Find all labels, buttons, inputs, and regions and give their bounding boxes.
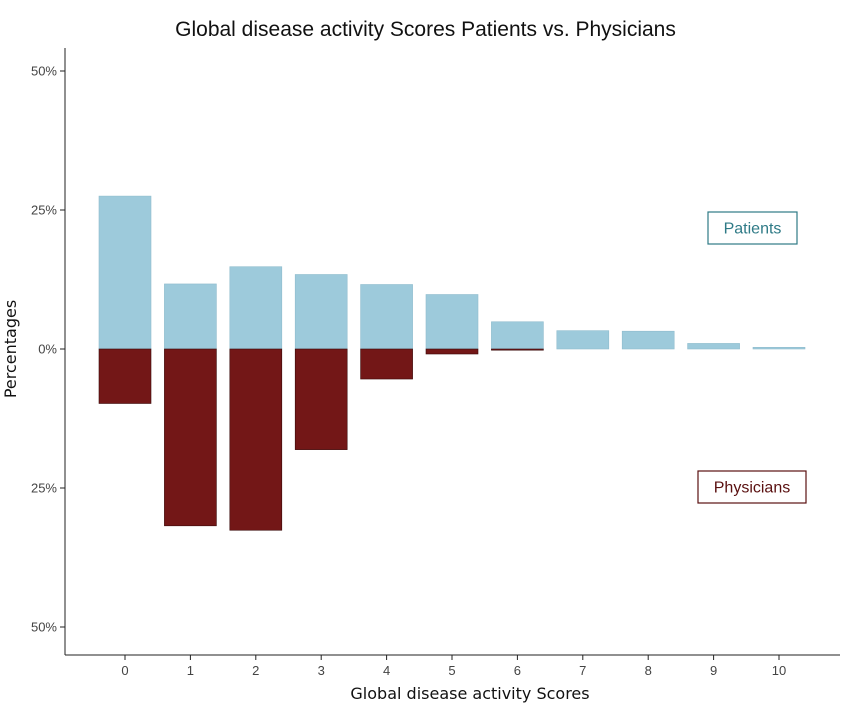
y-tick-label: 50% xyxy=(31,64,57,79)
x-axis-title: Global disease activity Scores xyxy=(350,684,589,703)
bar-patients-5 xyxy=(425,294,479,350)
bar-patients-8 xyxy=(621,330,675,350)
bar-patients-3 xyxy=(294,274,348,350)
bar-physicians-4 xyxy=(360,348,413,380)
legend-physicians-label: Physicians xyxy=(714,480,790,497)
legend-patients-box xyxy=(707,211,798,245)
bars-group xyxy=(98,195,806,531)
legend-physicians: Physicians xyxy=(697,470,807,504)
bar-patients-1 xyxy=(164,283,217,350)
x-tick-label: 5 xyxy=(448,663,455,678)
legend-patients: Patients xyxy=(707,211,798,245)
x-tick-label: 6 xyxy=(514,663,521,678)
y-tick-label: 0% xyxy=(38,342,57,357)
y-tick-label: 25% xyxy=(31,481,57,496)
x-tick-label: 0 xyxy=(121,663,128,678)
bar-physicians-3 xyxy=(294,348,348,450)
y-axis-title: Percentages xyxy=(1,300,20,398)
x-tick-label: 2 xyxy=(252,663,259,678)
bar-physicians-2 xyxy=(229,348,283,531)
y-ticks-group: 50% 25% 0% 25% 50% xyxy=(31,64,65,635)
bar-patients-7 xyxy=(556,330,610,350)
x-tick-label: 1 xyxy=(187,663,194,678)
legend-physicians-box xyxy=(697,470,807,504)
bar-patients-2 xyxy=(229,266,283,350)
bar-patients-0 xyxy=(98,195,152,350)
bar-patients-4 xyxy=(360,284,413,350)
x-tick-label: 4 xyxy=(383,663,390,678)
bar-physicians-1 xyxy=(164,348,217,527)
bar-physicians-0 xyxy=(98,348,152,404)
bar-patients-9 xyxy=(687,343,740,350)
x-ticks-group: 0 1 2 3 4 5 6 7 8 9 10 xyxy=(121,655,786,678)
y-tick-label: 25% xyxy=(31,203,57,218)
x-tick-label: 3 xyxy=(318,663,325,678)
chart-title: Global disease activity Scores Patients … xyxy=(175,18,676,41)
x-tick-label: 7 xyxy=(579,663,586,678)
y-tick-label: 50% xyxy=(31,620,57,635)
x-tick-label: 10 xyxy=(772,663,786,678)
bar-physicians-6 xyxy=(491,348,544,351)
legend-patients-label: Patients xyxy=(724,221,782,238)
legend: Patients Physicians xyxy=(697,211,807,504)
x-tick-label: 9 xyxy=(710,663,717,678)
bar-physicians-5 xyxy=(425,348,479,355)
bar-patients-6 xyxy=(491,321,544,350)
x-tick-label: 8 xyxy=(645,663,652,678)
bar-patients-10 xyxy=(752,347,806,350)
